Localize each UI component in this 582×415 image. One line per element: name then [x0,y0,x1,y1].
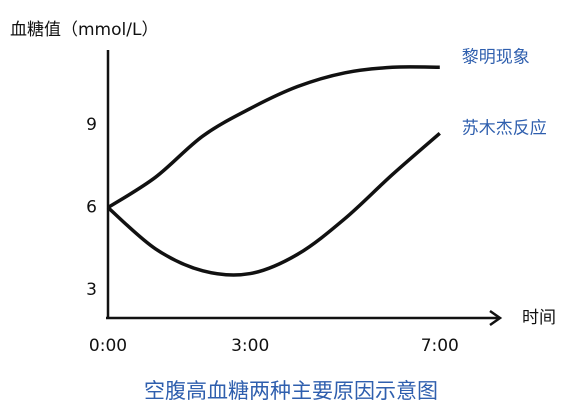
series-label: 苏木杰反应 [462,118,547,138]
caption: 空腹高血糖两种主要原因示意图 [144,379,438,403]
line [107,65,440,210]
y-tick-label: 6 [86,198,97,218]
series-label: 黎明现象 [462,47,530,67]
y-tick-label: 9 [86,115,97,135]
x-tick-label: 3:00 [231,336,269,356]
x-tick-label: 0:00 [89,336,127,356]
x-axis-arrow [489,309,503,327]
line [106,131,441,277]
y-axis-label: 血糖值（mmol/L） [10,20,158,40]
x-tick-label: 7:00 [421,336,459,356]
y-tick-label: 3 [86,280,97,300]
x-axis-label: 时间 [522,308,556,328]
